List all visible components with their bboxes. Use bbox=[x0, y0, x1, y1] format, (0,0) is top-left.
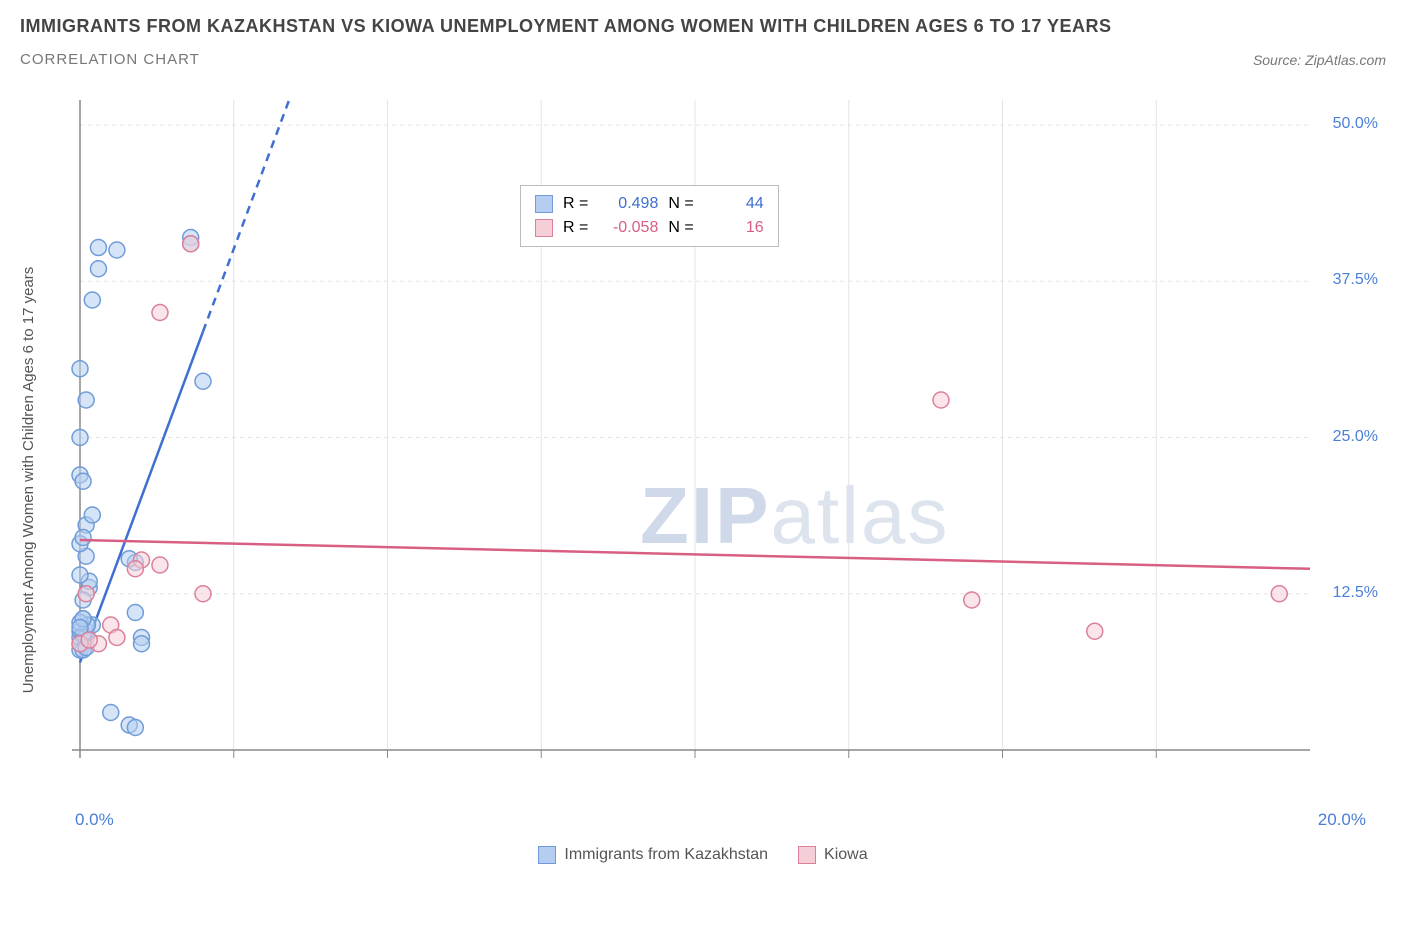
x-min-label: 0.0% bbox=[75, 810, 114, 830]
n-label: N = bbox=[668, 192, 693, 216]
y-tick-label: 37.5% bbox=[1333, 271, 1378, 289]
y-tick-label: 50.0% bbox=[1333, 115, 1378, 133]
legend-item-series2: Kiowa bbox=[798, 846, 868, 864]
n-value-series1: 44 bbox=[704, 192, 764, 216]
stats-row-series2: R = -0.058 N = 16 bbox=[535, 216, 764, 240]
r-value-series2: -0.058 bbox=[598, 216, 658, 240]
y-axis-label: Unemployment Among Women with Children A… bbox=[20, 267, 37, 694]
y-tick-label: 25.0% bbox=[1333, 428, 1378, 446]
stats-legend-box: R = 0.498 N = 44 R = -0.058 N = 16 bbox=[520, 185, 779, 247]
y-tick-label: 12.5% bbox=[1333, 584, 1378, 602]
r-label: R = bbox=[563, 216, 588, 240]
n-label: N = bbox=[668, 216, 693, 240]
source-label: Source: ZipAtlas.com bbox=[1253, 52, 1386, 68]
chart-container: Unemployment Among Women with Children A… bbox=[20, 90, 1386, 870]
swatch-series1 bbox=[535, 195, 553, 213]
swatch-series2 bbox=[535, 219, 553, 237]
chart-subtitle: CORRELATION CHART bbox=[20, 51, 200, 68]
r-value-series1: 0.498 bbox=[598, 192, 658, 216]
x-max-label: 20.0% bbox=[1318, 810, 1366, 830]
stats-row-series1: R = 0.498 N = 44 bbox=[535, 192, 764, 216]
page-title: IMMIGRANTS FROM KAZAKHSTAN VS KIOWA UNEM… bbox=[20, 16, 1386, 37]
legend-item-series1: Immigrants from Kazakhstan bbox=[538, 846, 768, 864]
x-axis-legend: Immigrants from Kazakhstan Kiowa bbox=[20, 846, 1386, 864]
n-value-series2: 16 bbox=[704, 216, 764, 240]
swatch-series1-footer bbox=[538, 846, 556, 864]
legend-label-series2: Kiowa bbox=[824, 846, 868, 864]
swatch-series2-footer bbox=[798, 846, 816, 864]
r-label: R = bbox=[563, 192, 588, 216]
legend-label-series1: Immigrants from Kazakhstan bbox=[564, 846, 768, 864]
